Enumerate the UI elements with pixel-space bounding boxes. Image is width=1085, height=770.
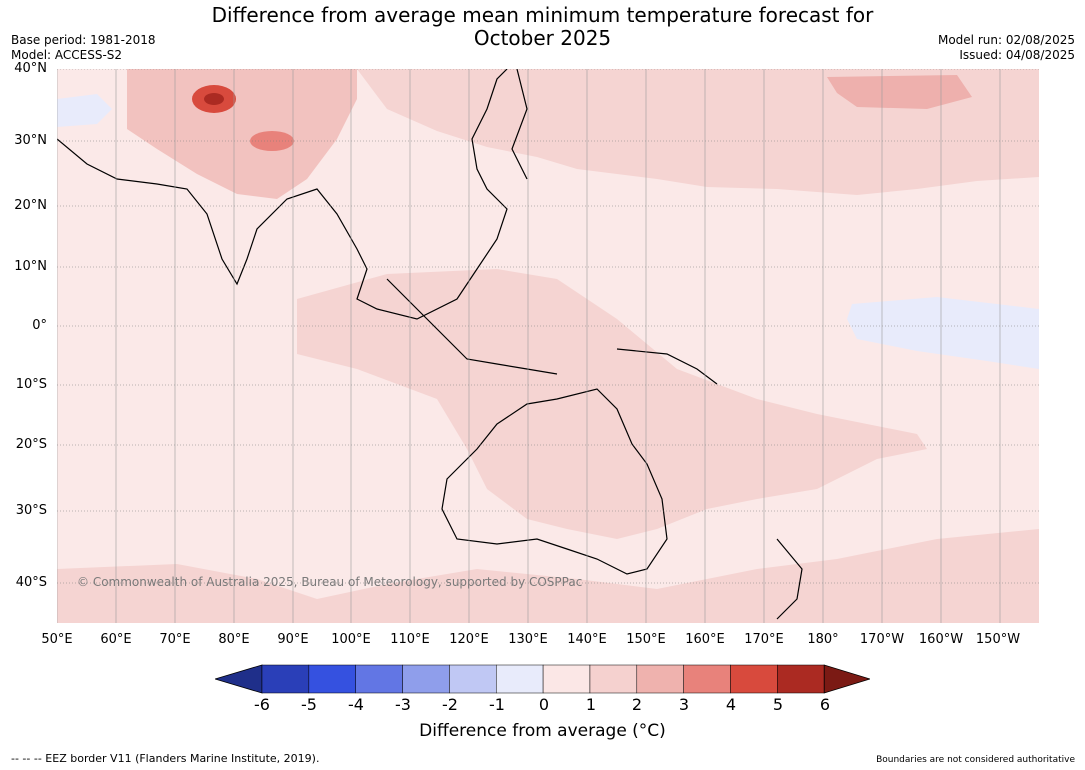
new-zealand xyxy=(776,538,803,620)
colorbar-segment xyxy=(261,664,310,694)
colorbar-segment xyxy=(542,664,591,694)
anomaly-tibet xyxy=(250,131,294,151)
lon-label-120e: 120°E xyxy=(449,632,489,647)
lon-label-60e: 60°E xyxy=(100,632,132,647)
meta-left: Base period: 1981-2018 Model: ACCESS-S2 xyxy=(11,33,156,63)
indonesia-chain xyxy=(386,278,558,375)
colorbar-tick-m5: -5 xyxy=(301,695,317,714)
lon-label-150e: 150°E xyxy=(626,632,666,647)
lon-label-160e: 160°E xyxy=(685,632,725,647)
lon-label-110e: 110°E xyxy=(390,632,430,647)
colorbar-tick-6: 6 xyxy=(819,695,831,714)
meta-right: Model run: 02/08/2025 Issued: 04/08/2025 xyxy=(938,33,1075,63)
anomaly-cool-arabia xyxy=(57,94,112,127)
colorbar-tick-1: 1 xyxy=(585,695,597,714)
colorbar-segment xyxy=(683,664,731,694)
lon-label-50e: 50°E xyxy=(41,632,73,647)
colorbar-segment xyxy=(777,664,825,694)
colorbar-segment xyxy=(449,664,497,694)
colorbar-arrow-left xyxy=(215,664,263,694)
lon-label-90e: 90°E xyxy=(277,632,309,647)
lon-label-180: 180° xyxy=(807,632,839,647)
lat-label-30n: 30°N xyxy=(14,133,47,148)
lon-label-70e: 70°E xyxy=(159,632,191,647)
lon-label-140e: 140°E xyxy=(567,632,607,647)
issued-date: Issued: 04/08/2025 xyxy=(959,48,1075,62)
base-period: Base period: 1981-2018 xyxy=(11,33,156,47)
map-title: Difference from average mean minimum tem… xyxy=(0,4,1085,50)
anomaly-south-asia xyxy=(127,69,357,199)
lat-label-0: 0° xyxy=(32,318,47,333)
anomaly-hotspot-core xyxy=(204,93,224,105)
lat-label-10s: 10°S xyxy=(15,377,47,392)
colorbar-tick-3: 3 xyxy=(678,695,690,714)
lat-label-40n: 40°N xyxy=(14,61,47,76)
graticule-lon xyxy=(57,69,1001,623)
anomaly-2to3-npacific xyxy=(827,75,972,109)
new-guinea xyxy=(616,348,718,385)
lat-label-20s: 20°S xyxy=(15,437,47,452)
colorbar-segment xyxy=(308,664,356,694)
colorbar-tick-m4: -4 xyxy=(348,695,364,714)
lon-label-100e: 100°E xyxy=(331,632,371,647)
anomaly-southern-ocean xyxy=(57,529,1039,623)
colorbar-arrow-right xyxy=(823,664,870,694)
coastlines xyxy=(57,69,803,620)
japan-korea xyxy=(511,69,528,180)
colorbar-tick-m6: -6 xyxy=(254,695,270,714)
lon-label-170e: 170°E xyxy=(744,632,784,647)
map-svg: © Commonwealth of Australia 2025, Bureau… xyxy=(57,69,1039,623)
colorbar-segment xyxy=(402,664,450,694)
anomaly-cool-central-pacific xyxy=(847,297,1039,369)
colorbar-segment xyxy=(355,664,403,694)
model-run: Model run: 02/08/2025 xyxy=(937,33,1075,47)
lat-label-20n: 20°N xyxy=(14,198,47,213)
colorbar-tick-m3: -3 xyxy=(395,695,411,714)
colorbar-tick-4: 4 xyxy=(725,695,737,714)
lon-label-130e: 130°E xyxy=(508,632,548,647)
colorbar-segment xyxy=(730,664,778,694)
colorbar-segment xyxy=(636,664,684,694)
colorbar-segment xyxy=(496,664,544,694)
lat-label-40s: 40°S xyxy=(15,575,47,590)
lon-label-80e: 80°E xyxy=(218,632,250,647)
colorbar-tick-2: 2 xyxy=(631,695,643,714)
title-line-2: October 2025 xyxy=(473,26,612,50)
title-line-1: Difference from average mean minimum tem… xyxy=(211,3,874,27)
boundary-disclaimer: Boundaries are not considered authoritat… xyxy=(876,755,1075,765)
map-panel: © Commonwealth of Australia 2025, Bureau… xyxy=(57,69,1039,623)
colorbar-tick-0: 0 xyxy=(538,695,550,714)
model-name: Model: ACCESS-S2 xyxy=(11,48,123,62)
colorbar-tick-m1: -1 xyxy=(489,695,505,714)
lon-label-160w: 160°W xyxy=(918,632,964,647)
lat-label-30s: 30°S xyxy=(15,503,47,518)
lat-label-10n: 10°N xyxy=(14,259,47,274)
colorbar xyxy=(215,664,870,694)
lon-label-170w: 170°W xyxy=(859,632,905,647)
eez-border-note: -- -- -- EEZ border V11 (Flanders Marine… xyxy=(11,752,320,765)
lon-label-150w: 150°W xyxy=(975,632,1021,647)
asia-coast xyxy=(57,69,508,320)
colorbar-tick-m2: -2 xyxy=(442,695,458,714)
copyright-notice: © Commonwealth of Australia 2025, Bureau… xyxy=(77,575,582,589)
colorbar-tick-5: 5 xyxy=(772,695,784,714)
colorbar-label: Difference from average (°C) xyxy=(419,721,666,741)
colorbar-segment xyxy=(589,664,638,694)
australia-coast xyxy=(441,388,668,575)
